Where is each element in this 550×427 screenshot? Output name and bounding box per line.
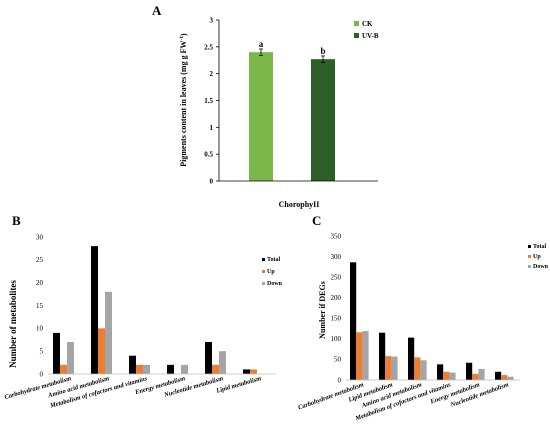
panel-b-bar-down	[219, 351, 226, 374]
panel-c-bar-up	[501, 375, 508, 380]
panel-b-bar-up	[98, 328, 105, 374]
panel-c-bar-down	[391, 356, 398, 380]
panel-a-bar-ck	[249, 52, 273, 182]
panel-c-letter: C	[312, 213, 321, 228]
panel-b-bar-down	[181, 364, 188, 374]
panel-c-legend-swatch	[528, 245, 531, 248]
panel-a-legend-label: CK	[362, 20, 373, 28]
panel-b-bar-up	[136, 364, 143, 374]
panel-b-bar-total	[53, 332, 60, 374]
panel-c-bar-total	[437, 364, 444, 380]
panel-c-bar-total	[466, 362, 473, 380]
panel-b-bar-up	[60, 364, 67, 374]
panel-c-bar-up	[472, 373, 479, 380]
panel-c-bar-down	[362, 331, 369, 380]
panel-a-y-tick-label: 2	[210, 70, 214, 78]
panel-c-y-tick-label: 0	[338, 376, 342, 384]
panel-b-bar-up	[250, 369, 257, 374]
panel-c-bar-total	[350, 262, 357, 380]
panel-a-y-tick-label: 0.5	[204, 151, 213, 159]
panel-b-bar-down	[143, 364, 150, 374]
panel-b-y-tick-label: 30	[36, 233, 44, 241]
panel-b-bar-total	[243, 369, 250, 374]
panel-b-legend-swatch	[262, 258, 265, 261]
panel-c-bar-down	[478, 368, 485, 380]
panel-a-legend-label: UV-B	[362, 32, 379, 40]
panel-c-bar-total	[495, 371, 502, 380]
panel-a-significance-label: a	[259, 39, 264, 49]
panel-b-bar-down	[67, 342, 74, 374]
panel-c-legend-swatch	[528, 255, 531, 258]
panel-a-bar-uvb	[311, 59, 335, 181]
panel-a-y-tick-label: 1.5	[204, 97, 213, 105]
panel-c-legend-label: Up	[533, 254, 541, 260]
panel-c-bar-up	[356, 332, 363, 380]
panel-c-y-tick-label: 50	[334, 356, 342, 364]
panel-c-bar-up	[385, 356, 392, 380]
panel-b-y-tick-label: 20	[36, 279, 44, 287]
panel-c-bar-total	[408, 337, 415, 380]
panel-a-y-tick-label: 3	[210, 17, 214, 25]
panel-a-y-tick-label: 2.5	[204, 43, 213, 51]
panel-b-bar-total	[91, 246, 98, 374]
panel-b-y-tick-label: 5	[40, 347, 44, 355]
panel-c-y-tick-label: 350	[331, 232, 342, 240]
panel-b-y-tick-label: 25	[36, 256, 44, 264]
panel-a-x-title: ChorophyII	[279, 200, 320, 209]
panel-a: A 0 0.5 1 1.5 2 2.5 3 a b ChorophyII Pigments c…	[152, 3, 379, 209]
panel-b-y-tick-label: 15	[36, 302, 44, 310]
panel-a-y-tick-label: 1	[210, 124, 214, 132]
panel-a-y-tick-label: 0	[210, 178, 214, 186]
panel-c-y-tick-label: 200	[331, 294, 342, 302]
panel-a-legend-swatch	[354, 21, 359, 26]
panel-b-legend-label: Down	[267, 281, 283, 287]
panel-c-bar-up	[414, 357, 421, 380]
panel-c-y-tick-label: 300	[331, 253, 342, 261]
panel-b-legend-swatch	[262, 282, 265, 285]
panel-c-legend-label: Down	[533, 264, 549, 270]
panel-b-bar-up	[212, 364, 219, 374]
panel-b-bar-down	[105, 291, 112, 374]
panel-c-legend-label: Total	[533, 244, 546, 250]
panel-b-bar-total	[167, 364, 174, 374]
panel-a-letter: A	[152, 3, 162, 18]
panel-c-bar-down	[420, 360, 427, 380]
panel-c-bar-down	[507, 376, 514, 380]
panel-b-legend-label: Total	[267, 257, 280, 263]
panel-b-y-tick-label: 10	[36, 325, 44, 333]
panel-c-bar-total	[379, 332, 386, 380]
panel-c-y-tick-label: 250	[331, 273, 342, 281]
panel-b-legend-swatch	[262, 270, 265, 273]
panel-b-letter: B	[12, 213, 21, 228]
panel-c-y-tick-label: 150	[331, 315, 342, 323]
panel-b-bar-total	[205, 342, 212, 374]
panel-c-y-tick-label: 100	[331, 335, 342, 343]
panel-b-bar-total	[129, 355, 136, 374]
panel-c-legend-swatch	[528, 265, 531, 268]
panel-b-legend-label: Up	[267, 269, 275, 275]
panel-a-significance-label: b	[320, 46, 325, 56]
panel-c-bar-up	[443, 371, 450, 380]
panel-c-y-title: Number if DEGs	[318, 281, 327, 339]
panel-c-bar-down	[449, 372, 456, 380]
panel-a-legend-swatch	[354, 33, 359, 38]
panel-a-y-title: Pigments content in leaves (mg g FW-1)	[179, 33, 188, 167]
panel-b-y-title: Number of metabolites	[8, 280, 18, 368]
panel-b-y-tick-label: 0	[40, 370, 44, 378]
